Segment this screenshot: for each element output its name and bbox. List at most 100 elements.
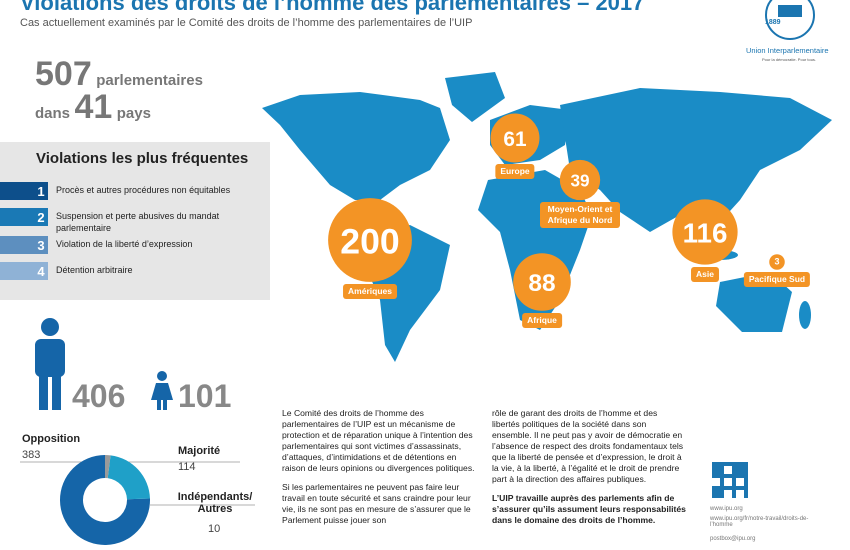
continent xyxy=(445,72,505,122)
status-label: Majorité xyxy=(178,445,221,457)
icon-leg xyxy=(157,399,161,410)
qr-cell xyxy=(720,494,724,498)
region-value: 200 xyxy=(340,221,399,261)
qr-cell xyxy=(720,462,724,466)
violation-text: Détention arbitraire xyxy=(56,265,133,275)
donut-segment xyxy=(105,455,111,479)
mps-label: parlementaires xyxy=(96,72,203,89)
status-label: Indépendants/ Autres xyxy=(177,491,253,515)
qr-cell xyxy=(716,466,720,470)
qr-cell xyxy=(744,470,748,474)
region-value: 39 xyxy=(570,170,589,190)
paragraph: Le Comité des droits de l’homme des parl… xyxy=(282,408,475,473)
status-value: 383 xyxy=(22,449,41,461)
region-value: 116 xyxy=(683,217,728,248)
region-bubble xyxy=(559,159,601,201)
qr-cell xyxy=(736,470,740,474)
qr-cell xyxy=(712,486,716,490)
title: Violations des droits de l’homme des par… xyxy=(20,0,645,15)
region-bubble xyxy=(490,113,540,163)
qr-cell xyxy=(716,486,720,490)
rank-number: 2 xyxy=(37,210,44,225)
qr-cell xyxy=(744,478,748,482)
qr-cell xyxy=(720,466,724,470)
icon-head xyxy=(157,371,167,381)
qr-cell xyxy=(720,478,724,482)
qr-cell xyxy=(728,462,732,466)
qr-cell xyxy=(724,486,728,490)
icon-leg xyxy=(39,372,48,410)
paragraph: Si les parlementaires ne peuvent pas fai… xyxy=(282,482,471,525)
qr-cell xyxy=(744,474,748,478)
qr-cell xyxy=(716,490,720,494)
qr-cell xyxy=(720,490,724,494)
qr-cell xyxy=(732,478,736,482)
region-bubble xyxy=(769,254,785,270)
qr-cell xyxy=(732,462,736,466)
paragraph: rôle de garant des droits de l’homme et … xyxy=(492,408,684,484)
qr-cell xyxy=(712,490,716,494)
region-bubble xyxy=(513,253,571,311)
status-value: 10 xyxy=(208,523,221,535)
icon-body xyxy=(35,339,65,377)
rank-bar xyxy=(0,208,48,226)
men-count: 406 xyxy=(72,378,126,414)
qr-cell xyxy=(732,494,736,498)
qr-cell xyxy=(732,486,736,490)
body-col-2: rôle de garant des droits de l’homme et … xyxy=(492,408,687,534)
rank-bar xyxy=(0,262,48,280)
body-col-1: Le Comité des droits de l’homme des parl… xyxy=(282,408,477,534)
violation-text: Procès et autres procédures non équitabl… xyxy=(56,185,231,195)
qr-cell xyxy=(740,470,744,474)
qr-cell xyxy=(716,494,720,498)
countries-prefix: dans xyxy=(35,105,71,122)
qr-cell xyxy=(732,474,736,478)
region-label: Amériques xyxy=(343,283,397,299)
qr-cell xyxy=(716,470,720,474)
region-value: 61 xyxy=(503,128,526,151)
totals-countries: dans 41 pays xyxy=(35,88,151,127)
icon-head xyxy=(41,318,59,336)
qr-cell xyxy=(736,462,740,466)
link[interactable]: www.ipu.org/fr/notre-travail/droits-de-l… xyxy=(710,516,809,528)
qr-cell xyxy=(744,486,748,490)
region-bubble xyxy=(328,198,412,282)
qr-cell xyxy=(724,474,728,478)
link[interactable]: www.ipu.org xyxy=(710,506,743,512)
logo-year: 1889 xyxy=(765,19,781,26)
qr-cell xyxy=(712,470,716,474)
violations-title: Violations les plus fréquentes xyxy=(36,150,249,167)
qr-cell xyxy=(712,466,716,470)
rank-bar xyxy=(0,182,48,200)
women-count: 101 xyxy=(178,378,232,414)
qr-cell xyxy=(744,462,748,466)
region-label: Pacifique Sud xyxy=(743,271,811,287)
logo-ring xyxy=(765,0,815,40)
qr-cell xyxy=(716,474,720,478)
qr-cell xyxy=(736,466,740,470)
region-label: Asie xyxy=(691,266,719,282)
man-icon xyxy=(35,318,65,410)
qr-cell xyxy=(744,482,748,486)
logo-tagline: Pour la démocratie. Pour tous. xyxy=(762,57,817,62)
qr-cell xyxy=(732,466,736,470)
link[interactable]: postbox@ipu.org xyxy=(710,536,756,542)
region-bubble xyxy=(672,199,738,265)
qr-cell xyxy=(716,462,720,466)
qr-cell xyxy=(732,470,736,474)
continent xyxy=(716,272,792,332)
violation-text: Violation de la liberté d’expression xyxy=(56,239,193,249)
qr-cell xyxy=(744,494,748,498)
qr-cell xyxy=(740,486,744,490)
qr-cell xyxy=(728,486,732,490)
donut-segment xyxy=(60,455,151,545)
qr-cell xyxy=(740,466,744,470)
qr-cell xyxy=(736,486,740,490)
qr-cell xyxy=(740,474,744,478)
violation-text: Suspension et perte abusives du mandat p… xyxy=(56,211,220,233)
qr-cell xyxy=(712,462,716,466)
subtitle: Cas actuellement examinés par le Comité … xyxy=(20,17,473,29)
qr-cell xyxy=(720,482,724,486)
